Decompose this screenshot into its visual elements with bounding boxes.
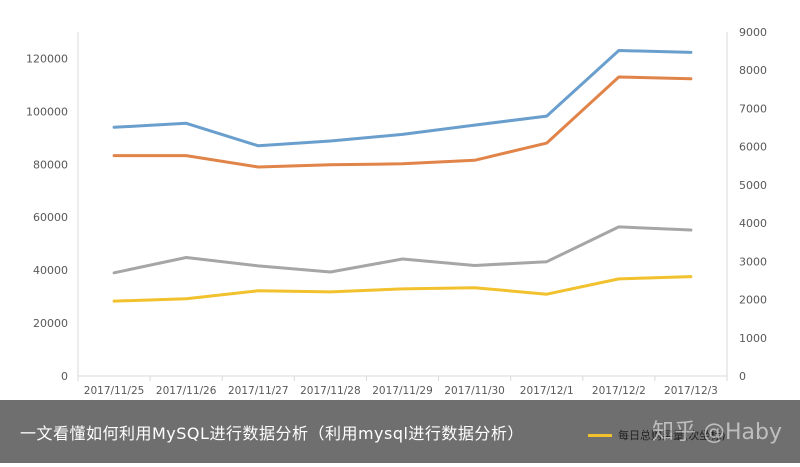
right-tick-label: 5000	[739, 179, 767, 192]
x-tick-label: 2017/11/27	[228, 385, 289, 397]
left-tick-label: 80000	[33, 158, 68, 171]
legend: 每日总购买量(次坐标)	[588, 426, 726, 444]
x-tick-label: 2017/11/30	[444, 385, 505, 397]
x-tick-label: 2017/12/3	[664, 385, 718, 397]
caption-bar: 每日总购买量(次坐标) 一文看懂如何利用MySQL进行数据分析（利用mysql进…	[0, 400, 800, 463]
series-line-0	[112, 49, 693, 148]
series-line-1	[112, 75, 693, 169]
watermark: 知乎 @Haby	[651, 420, 782, 445]
left-tick-label: 100000	[26, 105, 68, 118]
x-tick-label: 2017/11/26	[156, 385, 217, 397]
legend-label-purchases: 每日总购买量(次坐标)	[618, 429, 726, 442]
left-tick-label: 20000	[33, 317, 68, 330]
right-tick-label: 8000	[739, 64, 767, 77]
x-tick-label: 2017/12/1	[520, 385, 574, 397]
caption-title: 一文看懂如何利用MySQL进行数据分析（利用mysql进行数据分析）	[20, 424, 524, 443]
left-tick-label: 40000	[33, 264, 68, 277]
right-tick-label: 4000	[739, 217, 767, 230]
left-tick-label: 0	[61, 370, 68, 383]
series-line-3	[112, 275, 693, 303]
right-tick-label: 1000	[739, 332, 767, 345]
x-tick-label: 2017/11/29	[372, 385, 433, 397]
left-tick-label: 120000	[26, 52, 68, 65]
x-tick-label: 2017/11/25	[84, 385, 145, 397]
right-tick-label: 3000	[739, 255, 767, 268]
x-tick-label: 2017/11/28	[300, 385, 361, 397]
x-tick-label: 2017/12/2	[592, 385, 646, 397]
right-tick-label: 0	[739, 370, 746, 383]
right-tick-label: 9000	[739, 26, 767, 39]
right-tick-label: 6000	[739, 141, 767, 154]
legend-swatch-purchases	[588, 433, 612, 437]
right-tick-label: 2000	[739, 294, 767, 307]
right-tick-label: 7000	[739, 102, 767, 115]
left-tick-label: 60000	[33, 211, 68, 224]
series-line-2	[112, 225, 693, 275]
